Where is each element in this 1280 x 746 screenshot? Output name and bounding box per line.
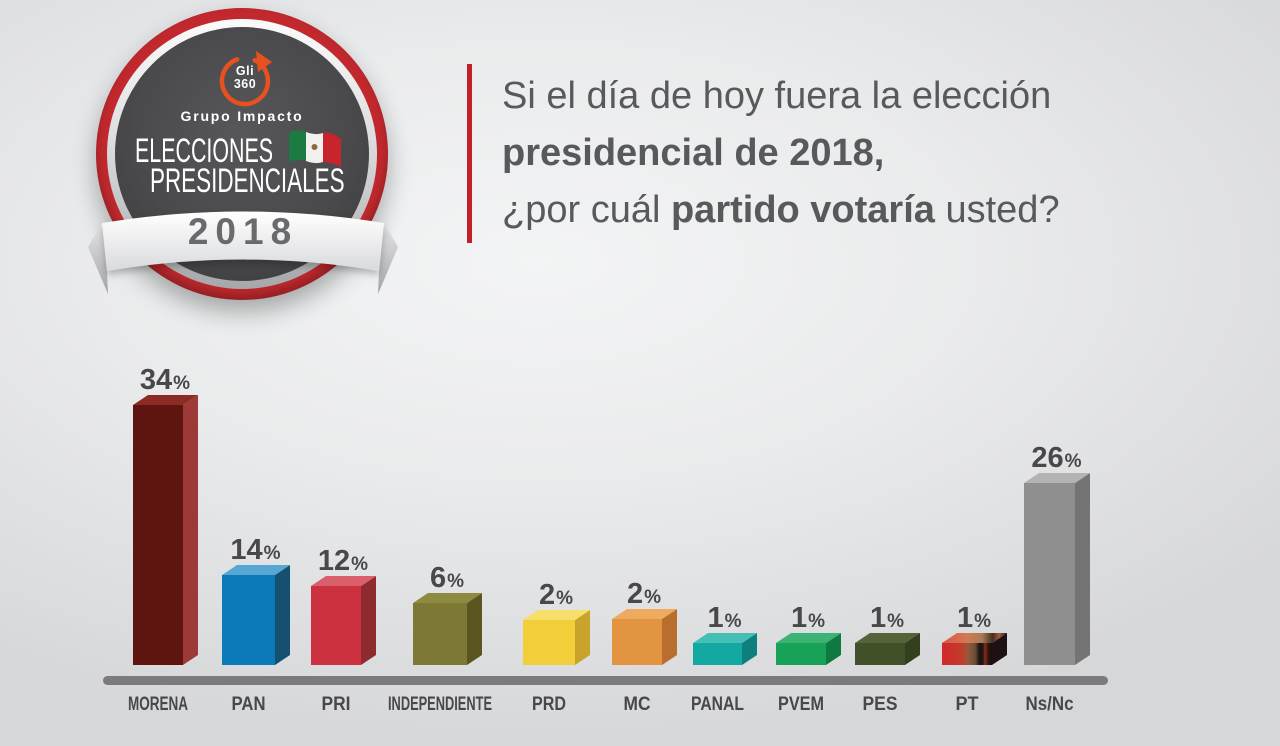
bar-front-face xyxy=(523,620,575,665)
question-line-3: ¿por cuál partido votaría usted? xyxy=(502,182,1060,239)
bar-top-face xyxy=(855,633,920,643)
bar-top-face xyxy=(413,593,482,603)
question-line3-bold: partido votaría xyxy=(670,189,935,231)
value-label-PT: 1% xyxy=(957,602,991,634)
bar-front-face xyxy=(311,586,361,665)
value-label-MC: 2% xyxy=(627,578,661,610)
category-label-MC: MC xyxy=(624,694,651,715)
bar-group-PAN: 14% PAN xyxy=(222,534,290,715)
bar-front-face xyxy=(1024,483,1075,665)
bar-group-MC: 2% MC xyxy=(612,578,677,715)
bar-front-face xyxy=(776,643,826,665)
value-label-PRD: 2% xyxy=(539,579,573,611)
bar-side-face xyxy=(1075,473,1090,665)
company-name: Grupo Impacto xyxy=(180,108,304,124)
bar-side-face xyxy=(183,395,198,665)
ribbon-banner xyxy=(88,211,398,294)
question-line1-text: Si el día de hoy fuera la elección xyxy=(502,75,1052,117)
bar-side-face xyxy=(361,576,376,665)
badge-title-presidenciales: PRESIDENCIALES xyxy=(150,162,345,200)
bar-group-Ns/Nc: 26% Ns/Nc xyxy=(1024,442,1090,715)
bar-group-PRI: 12% PRI xyxy=(311,545,376,715)
category-label-INDEPENDIENTE: INDEPENDIENTE xyxy=(388,694,492,715)
question-line-2: presidencial de 2018, xyxy=(502,125,1060,182)
bar-side-face xyxy=(905,633,920,665)
bar-front-face xyxy=(612,619,662,665)
value-label-PVEM: 1% xyxy=(791,602,825,634)
bar-front-face xyxy=(222,575,275,665)
axis-baseline xyxy=(103,676,1108,685)
bar-front-face xyxy=(133,405,183,665)
question-title: Si el día de hoy fuera la elección presi… xyxy=(467,64,1060,243)
bar-group-PES: 1% PES xyxy=(855,602,920,715)
bar-top-face xyxy=(133,395,198,405)
value-label-Ns/Nc: 26% xyxy=(1031,442,1081,474)
bar-side-face xyxy=(575,610,590,665)
category-label-MORENA: MORENA xyxy=(128,694,188,715)
bar-group-PANAL: 1% PANAL xyxy=(691,602,757,715)
bar-top-face xyxy=(612,609,677,619)
category-label-PRD: PRD xyxy=(532,694,566,715)
gii360-line1: Gli xyxy=(235,64,255,78)
value-label-PAN: 14% xyxy=(230,534,280,566)
bar-group-PRD: 2% PRD xyxy=(523,579,590,715)
gii360-line2: 360 xyxy=(233,77,257,91)
question-line3-prefix: ¿por cuál xyxy=(502,189,671,231)
mexico-flag-icon xyxy=(289,130,341,167)
question-line3-suffix: usted? xyxy=(934,189,1060,231)
value-label-MORENA: 34% xyxy=(140,364,190,396)
value-label-PES: 1% xyxy=(870,602,904,634)
bar-front-face xyxy=(413,603,467,665)
bar-side-face xyxy=(467,593,482,665)
category-label-PVEM: PVEM xyxy=(778,694,824,715)
bar-top-face xyxy=(693,633,757,643)
category-label-PRI: PRI xyxy=(322,694,351,715)
category-label-PAN: PAN xyxy=(232,694,266,715)
bar-group-INDEPENDIENTE: 6% INDEPENDIENTE xyxy=(388,562,492,715)
question-line2-bold: presidencial de 2018, xyxy=(502,132,885,174)
badge-logo: Gli 360 Grupo Impacto ELECCIONES PRESIDE… xyxy=(88,8,398,300)
bar-side-face xyxy=(992,633,1007,665)
badge-title-elecciones: ELECCIONES xyxy=(135,132,274,170)
bar-top-face xyxy=(942,633,1007,643)
value-label-PANAL: 1% xyxy=(707,602,741,634)
gii360-logo-text: Gli 360 xyxy=(217,65,273,91)
badge-year: 2018 xyxy=(187,211,299,252)
bar-side-face xyxy=(742,633,757,665)
bar-side-face xyxy=(275,565,290,665)
category-label-PANAL: PANAL xyxy=(691,694,744,715)
bar-side-face xyxy=(662,609,677,665)
value-label-PRI: 12% xyxy=(318,545,368,577)
gii360-arrow-circle-icon xyxy=(219,51,272,107)
bar-top-face xyxy=(311,576,376,586)
bar-top-face xyxy=(523,610,590,620)
bar-top-face xyxy=(1024,473,1090,483)
bar-top-face xyxy=(776,633,841,643)
bar-front-face xyxy=(855,643,905,665)
category-label-PES: PES xyxy=(863,694,898,715)
bar-front-face xyxy=(942,643,992,665)
bar-group-PVEM: 1% PVEM xyxy=(776,602,841,715)
bar-group-PT: 1% PT xyxy=(942,602,1007,715)
bar-group-MORENA: 34% MORENA xyxy=(128,364,198,715)
category-label-PT: PT xyxy=(956,694,979,715)
bar-side-face xyxy=(826,633,841,665)
value-label-INDEPENDIENTE: 6% xyxy=(430,562,464,594)
question-line-1: Si el día de hoy fuera la elección xyxy=(502,68,1060,125)
bar-top-face xyxy=(222,565,290,575)
category-label-Ns/Nc: Ns/Nc xyxy=(1026,694,1074,715)
bar-front-face xyxy=(693,643,742,665)
